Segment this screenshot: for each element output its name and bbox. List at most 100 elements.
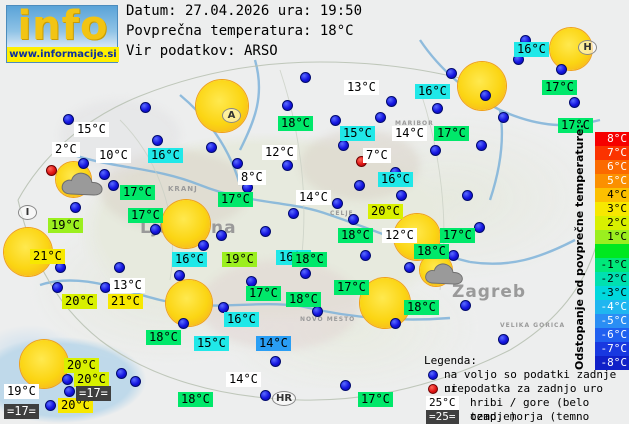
temperature-label: 21°C	[30, 249, 65, 264]
station-dot[interactable]	[312, 306, 323, 317]
scale-row-12: -4°C	[595, 300, 629, 314]
station-dot[interactable]	[448, 250, 459, 261]
station-dot[interactable]	[70, 202, 81, 213]
station-dot[interactable]	[178, 318, 189, 329]
legend-item-3: =25= temp. morja (temno ozadje)	[424, 410, 624, 424]
station-dot[interactable]	[260, 390, 271, 401]
station-dot[interactable]	[498, 334, 509, 345]
station-dot[interactable]	[300, 72, 311, 83]
station-dot[interactable]	[462, 190, 473, 201]
header-average-temperature: Povprečna temperatura: 18°C	[126, 23, 354, 39]
station-dot[interactable]	[338, 140, 349, 151]
data-available-dot-icon	[428, 370, 438, 380]
temperature-label: 17°C	[542, 80, 577, 95]
station-dot[interactable]	[140, 102, 151, 113]
station-dot[interactable]	[498, 112, 509, 123]
temperature-label: 18°C	[292, 252, 327, 267]
station-dot[interactable]	[174, 270, 185, 281]
station-dot[interactable]	[64, 386, 75, 397]
temperature-deviation-scale: Odstopanje od povprečne temperature: 8°C…	[571, 124, 629, 370]
temperature-label: 16°C	[415, 84, 450, 99]
sea-temperature-label: =17=	[4, 404, 39, 419]
station-dot[interactable]	[474, 222, 485, 233]
station-dot[interactable]	[218, 302, 229, 313]
scale-row-5: 3°C	[595, 202, 629, 216]
scale-row-11: -3°C	[595, 286, 629, 300]
station-dot[interactable]	[476, 140, 487, 151]
station-dot[interactable]	[198, 240, 209, 251]
temperature-label: 17°C	[334, 280, 369, 295]
station-dot[interactable]	[45, 400, 56, 411]
station-dot[interactable]	[78, 158, 89, 169]
temperature-label: 15°C	[74, 122, 109, 137]
mountain-temp-sample-chip: 25°C	[426, 396, 459, 410]
temperature-label: 16°C	[172, 252, 207, 267]
station-dot[interactable]	[375, 112, 386, 123]
sun-disc	[458, 62, 506, 110]
station-dot[interactable]	[330, 115, 341, 126]
station-dot[interactable]	[360, 250, 371, 261]
station-dot[interactable]	[348, 214, 359, 225]
temperature-label: 14°C	[226, 372, 261, 387]
temperature-label: 2°C	[52, 142, 80, 157]
temperature-label: 12°C	[382, 228, 417, 243]
station-dot[interactable]	[152, 135, 163, 146]
station-dot[interactable]	[332, 198, 343, 209]
sun-behind-cloud-icon	[420, 250, 466, 296]
sun-disc	[196, 80, 248, 132]
station-dot[interactable]	[390, 318, 401, 329]
station-dot[interactable]	[114, 262, 125, 273]
station-dot-no-data[interactable]	[46, 165, 57, 176]
station-dot[interactable]	[63, 114, 74, 125]
station-dot[interactable]	[282, 160, 293, 171]
station-dot[interactable]	[480, 90, 491, 101]
temperature-label: 13°C	[344, 80, 379, 95]
station-dot[interactable]	[430, 145, 441, 156]
legend-item-label: hribi / gore (belo ozadje)	[470, 396, 590, 423]
temperature-label: 16°C	[224, 312, 259, 327]
station-dot[interactable]	[556, 64, 567, 75]
scale-row-16: -8°C	[595, 356, 629, 370]
station-dot[interactable]	[569, 97, 580, 108]
station-dot[interactable]	[232, 158, 243, 169]
scale-row-14: -6°C	[595, 328, 629, 342]
legend-item-1: ni podatka za zadnjo uro	[424, 382, 624, 396]
site-logo[interactable]: info www.informacije.si	[6, 4, 119, 63]
station-dot[interactable]	[52, 282, 63, 293]
header-date-time: Datum: 27.04.2026 ura: 19:50	[126, 3, 363, 19]
station-dot[interactable]	[354, 180, 365, 191]
temperature-label: 19°C	[4, 384, 39, 399]
temperature-label: 17°C	[128, 208, 163, 223]
header-data-source: Vir podatkov: ARSO	[126, 43, 278, 59]
station-dot[interactable]	[446, 68, 457, 79]
scale-row-8	[595, 244, 629, 258]
temperature-label: 12°C	[262, 145, 297, 160]
station-dot[interactable]	[216, 230, 227, 241]
station-dot[interactable]	[62, 374, 73, 385]
station-dot[interactable]	[99, 169, 110, 180]
station-dot[interactable]	[282, 100, 293, 111]
scale-row-1: 7°C	[595, 146, 629, 160]
temperature-label: 17°C	[440, 228, 475, 243]
station-dot[interactable]	[300, 268, 311, 279]
station-dot[interactable]	[270, 356, 281, 367]
station-dot[interactable]	[150, 224, 161, 235]
legend-title: Legenda:	[424, 354, 477, 367]
temperature-label: 20°C	[62, 294, 97, 309]
station-dot[interactable]	[116, 368, 127, 379]
station-dot[interactable]	[460, 300, 471, 311]
country-marker-hr: HR	[272, 391, 296, 406]
station-dot[interactable]	[260, 226, 271, 237]
station-dot[interactable]	[288, 208, 299, 219]
station-dot[interactable]	[386, 96, 397, 107]
station-dot[interactable]	[130, 376, 141, 387]
station-dot[interactable]	[404, 262, 415, 273]
station-dot[interactable]	[206, 142, 217, 153]
station-dot[interactable]	[396, 190, 407, 201]
station-dot[interactable]	[108, 180, 119, 191]
station-dot[interactable]	[340, 380, 351, 391]
temperature-label: 10°C	[96, 148, 131, 163]
station-dot[interactable]	[432, 103, 443, 114]
temperature-label: 17°C	[218, 192, 253, 207]
